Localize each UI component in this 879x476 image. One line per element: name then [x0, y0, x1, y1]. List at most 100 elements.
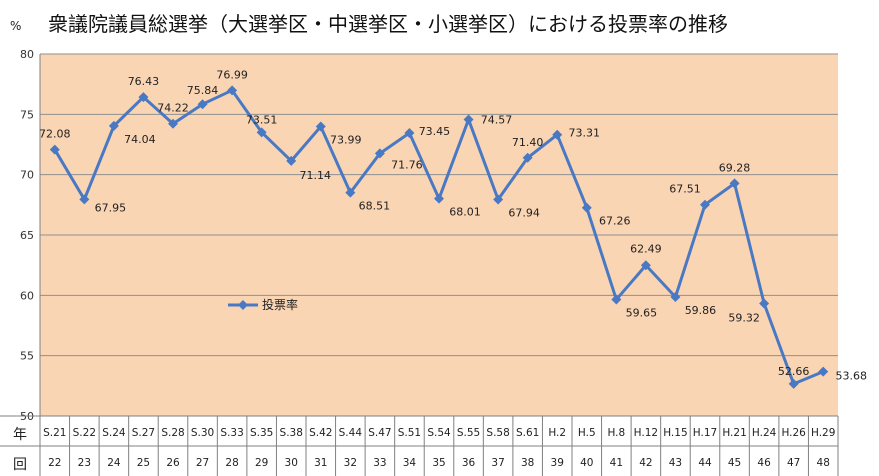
category-label: S.47 — [368, 427, 391, 439]
data-label: 74.04 — [124, 133, 156, 146]
round-label: 35 — [432, 457, 445, 469]
category-table: 年回 S.21 22 S.22 23 S.24 24 S.27 25 S.28 26 S.30 27 S.… — [0, 415, 839, 476]
data-point — [434, 193, 444, 204]
round-label: 44 — [698, 457, 712, 469]
data-label: 76.99 — [216, 68, 248, 81]
round-label: 27 — [196, 457, 209, 469]
data-label: 67.95 — [95, 201, 127, 214]
data-label: 52.66 — [778, 365, 810, 378]
row-label-year: 年 — [13, 427, 27, 443]
y-tick-label: 55 — [20, 350, 34, 363]
data-label: 59.86 — [685, 304, 717, 317]
round-label: 47 — [787, 457, 800, 469]
round-label: 40 — [580, 457, 593, 469]
round-label: 32 — [344, 457, 357, 469]
data-point — [729, 178, 740, 189]
chart-title: 衆議院議員総選挙（大選挙区・中選挙区・小選挙区）における投票率の推移 — [48, 12, 728, 36]
round-label: 46 — [757, 457, 771, 469]
data-label: 73.31 — [568, 127, 600, 140]
round-label: 42 — [639, 457, 652, 469]
data-label: 74.22 — [157, 102, 189, 115]
data-label: 75.84 — [187, 84, 219, 97]
row-label-round: 回 — [13, 457, 27, 473]
legend: 投票率 — [228, 297, 298, 312]
data-labels: 72.08 67.95 74.04 76.43 74.22 75.84 76.99 73.51… — [39, 68, 867, 382]
y-tick-label: 70 — [20, 169, 34, 182]
data-point — [670, 292, 681, 303]
category-label: S.27 — [132, 427, 155, 439]
round-label: 45 — [728, 457, 741, 469]
y-tick-label: 65 — [20, 229, 34, 242]
data-label: 76.43 — [128, 75, 160, 88]
category-label: H.29 — [811, 427, 835, 439]
data-point — [640, 260, 651, 271]
data-label: 73.99 — [330, 134, 362, 147]
data-point — [49, 144, 60, 155]
round-label: 41 — [610, 457, 623, 469]
data-point — [493, 194, 504, 205]
category-label: S.21 — [43, 427, 66, 439]
series-turnout — [49, 85, 829, 389]
data-point — [197, 99, 208, 110]
category-label: S.42 — [309, 427, 332, 439]
category-label: S.55 — [457, 427, 480, 439]
category-label: S.22 — [73, 427, 96, 439]
data-label: 71.40 — [512, 136, 544, 149]
data-point — [227, 85, 238, 96]
category-label: S.54 — [427, 427, 451, 439]
category-label: S.44 — [339, 427, 363, 439]
data-label: 69.28 — [719, 161, 751, 174]
category-label: S.35 — [250, 427, 273, 439]
data-point — [79, 194, 90, 205]
round-label: 31 — [314, 457, 327, 469]
category-label: H.8 — [607, 427, 625, 439]
category-label: H.21 — [722, 427, 746, 439]
y-tick-label: 80 — [20, 48, 34, 61]
data-point — [315, 121, 326, 132]
round-label: 26 — [166, 457, 180, 469]
data-point — [611, 294, 622, 305]
round-label: 43 — [669, 457, 682, 469]
round-label: 28 — [225, 457, 238, 469]
round-label: 25 — [137, 457, 150, 469]
round-label: 38 — [521, 457, 534, 469]
data-label: 67.26 — [599, 215, 631, 228]
data-point — [463, 114, 474, 125]
data-point — [168, 118, 178, 129]
round-label: 30 — [285, 457, 298, 469]
round-label: 37 — [491, 457, 504, 469]
category-label: H.26 — [781, 427, 806, 439]
data-point — [108, 120, 119, 131]
data-point — [818, 366, 829, 377]
round-label: 33 — [373, 457, 386, 469]
round-label: 39 — [551, 457, 564, 469]
category-label: H.24 — [752, 427, 777, 439]
unit-label: % — [10, 19, 21, 33]
data-point — [522, 152, 533, 163]
data-point — [138, 92, 149, 103]
category-label: S.28 — [161, 427, 184, 439]
data-label: 71.76 — [391, 158, 423, 171]
round-label: 24 — [107, 457, 121, 469]
data-point — [581, 202, 592, 213]
category-label: H.5 — [578, 427, 596, 439]
category-label: H.15 — [663, 427, 687, 439]
round-label: 23 — [78, 457, 91, 469]
data-label: 67.94 — [508, 207, 540, 220]
data-label: 68.01 — [449, 206, 481, 219]
y-tick-label: 60 — [20, 289, 34, 302]
round-label: 34 — [403, 457, 417, 469]
data-label: 67.51 — [669, 183, 701, 196]
data-point — [256, 127, 267, 138]
data-label: 68.51 — [359, 200, 391, 213]
category-label: H.2 — [548, 427, 566, 439]
category-label: H.12 — [634, 427, 658, 439]
category-label: S.30 — [191, 427, 214, 439]
category-label: S.33 — [220, 427, 243, 439]
category-label: S.24 — [102, 427, 126, 439]
data-point — [759, 298, 770, 309]
category-label: S.38 — [280, 427, 303, 439]
data-point — [286, 155, 297, 166]
